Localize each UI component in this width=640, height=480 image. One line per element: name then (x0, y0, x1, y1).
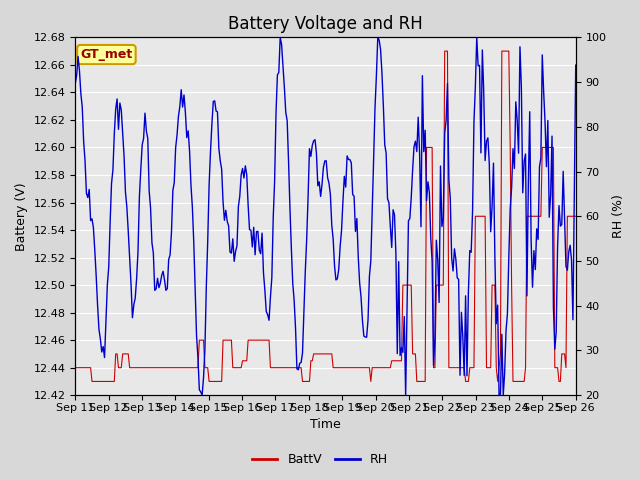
Y-axis label: Battery (V): Battery (V) (15, 182, 28, 251)
X-axis label: Time: Time (310, 419, 341, 432)
Legend: BattV, RH: BattV, RH (248, 448, 392, 471)
Y-axis label: RH (%): RH (%) (612, 194, 625, 238)
Text: GT_met: GT_met (80, 48, 132, 61)
Title: Battery Voltage and RH: Battery Voltage and RH (228, 15, 423, 33)
